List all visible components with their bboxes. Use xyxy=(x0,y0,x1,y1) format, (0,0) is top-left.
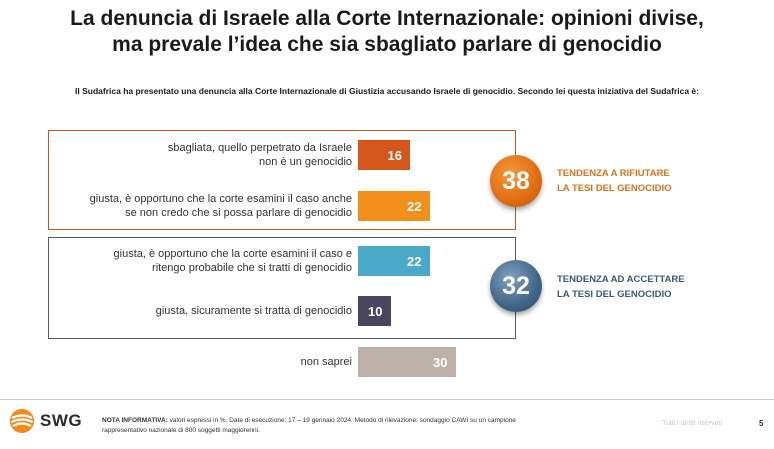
category-label-refuse: sbagliata, quello perpetrato da Israele … xyxy=(168,141,352,169)
bar-just-not-genocide: 22 xyxy=(358,191,430,221)
category-label-line: giusta, è opportuno che la corte esamini… xyxy=(113,248,352,260)
note-line-1: NOTA INFORMATIVA: valori espressi in %. … xyxy=(102,416,642,426)
bar-value-label: 22 xyxy=(407,253,422,269)
bar-value-label: 30 xyxy=(433,354,448,370)
category-label-line: giusta, sicuramente si tratta di genocid… xyxy=(155,305,352,317)
tendency-label-line: TENDENZA AD ACCETTARE xyxy=(557,274,685,285)
refuse-total-circle: 38 xyxy=(490,155,542,207)
accept-tendency-label: TENDENZA AD ACCETTARE LA TESI DEL GENOCI… xyxy=(557,272,685,302)
bar-surely-genocide: 10 xyxy=(358,296,391,326)
accept-total-value: 32 xyxy=(502,271,530,300)
methodology-note: NOTA INFORMATIVA: valori espressi in %. … xyxy=(102,416,642,436)
category-label-line: non saprei xyxy=(300,356,352,368)
accept-total-circle: 32 xyxy=(490,260,542,312)
swg-logo: SWG xyxy=(9,408,82,434)
category-label-just-probable-genocide: giusta, è opportuno che la corte esamini… xyxy=(114,247,352,275)
bar-value-label: 16 xyxy=(387,147,402,163)
tendency-label-line: TENDENZA A RIFIUTARE xyxy=(557,168,670,179)
page-number: 5 xyxy=(759,419,764,428)
refuse-total-value: 38 xyxy=(502,166,530,195)
category-label-just-not-genocide: giusta, è opportuno che la corte esamini… xyxy=(90,192,352,220)
rights-reserved: Tutti i diritti riservati xyxy=(662,420,723,427)
category-label-line: ritengo probabile che si tratti di genoc… xyxy=(152,262,352,274)
category-label-line: non è un genocidio xyxy=(259,156,352,168)
bar-value-label: 10 xyxy=(368,303,383,319)
category-label-surely-genocide: giusta, sicuramente si tratta di genocid… xyxy=(156,304,352,318)
bar-value-label: 22 xyxy=(407,198,422,214)
title-line-2: ma prevale l’idea che sia sbagliato parl… xyxy=(112,33,662,56)
bar-refuse: 16 xyxy=(358,140,410,170)
tendency-label-line: LA TESI DEL GENOCIDIO xyxy=(557,183,672,194)
note-text: valori espressi in %. Date di esecuzione… xyxy=(167,417,516,424)
category-label-dont-know: non saprei xyxy=(301,355,352,369)
slide-title: La denuncia di Israele alla Corte Intern… xyxy=(0,6,774,58)
bar-dont-know: 30 xyxy=(358,347,456,377)
bar-just-probable-genocide: 22 xyxy=(358,246,430,276)
refuse-tendency-label: TENDENZA A RIFIUTARE LA TESI DEL GENOCID… xyxy=(557,166,672,196)
category-label-line: giusta, è opportuno che la corte esamini… xyxy=(89,193,352,205)
swg-logo-icon xyxy=(10,409,34,433)
category-label-line: sbagliata, quello perpetrato da Israele xyxy=(167,142,352,154)
footer-divider xyxy=(0,399,774,400)
note-label: NOTA INFORMATIVA: xyxy=(102,417,168,424)
category-label-line: se non credo che si possa parlare di gen… xyxy=(125,207,352,219)
title-line-1: La denuncia di Israele alla Corte Intern… xyxy=(70,7,704,30)
survey-question: Il Sudafrica ha presentato una denuncia … xyxy=(75,86,699,96)
tendency-label-line: LA TESI DEL GENOCIDIO xyxy=(557,289,672,300)
logo-text: SWG xyxy=(40,411,83,430)
note-line-2: rappresentativo nazionale di 800 soggett… xyxy=(102,427,260,434)
